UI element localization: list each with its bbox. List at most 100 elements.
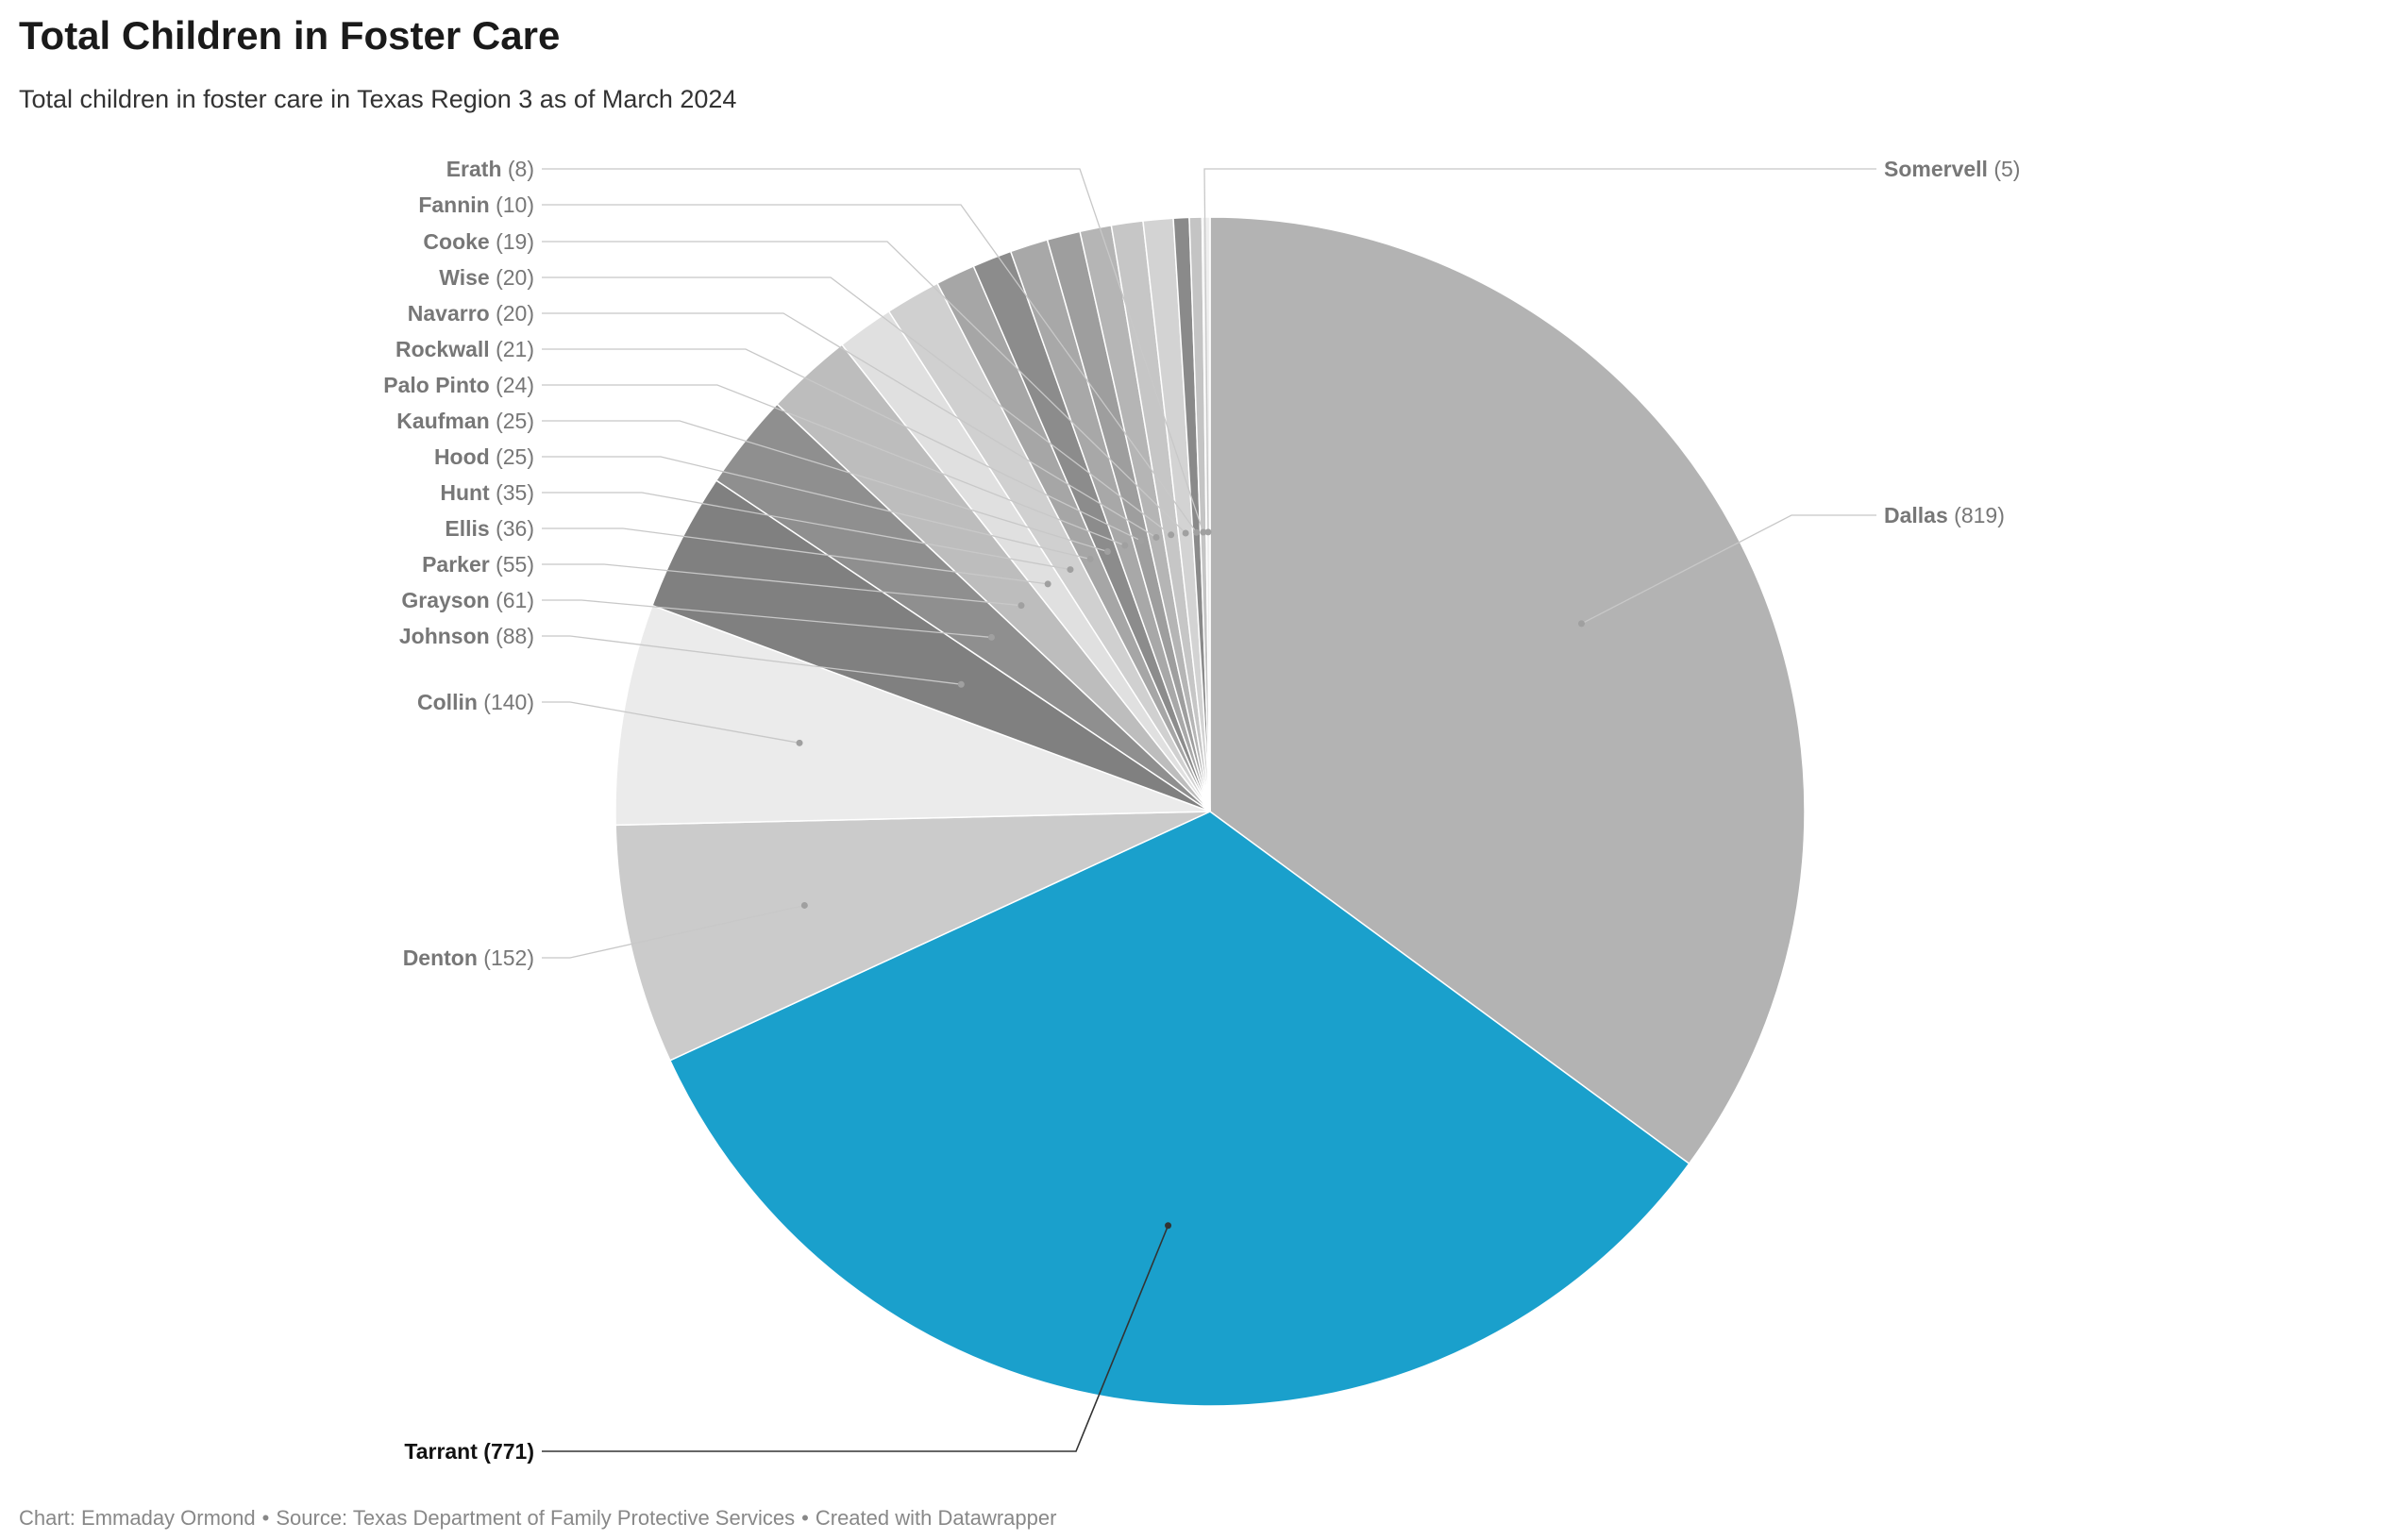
slice-label-palo-pinto: Palo Pinto (24) [383, 373, 534, 397]
slice-label-johnson: Johnson (88) [399, 624, 534, 648]
slice-label-value: (61) [490, 588, 534, 612]
slice-label-erath: Erath (8) [446, 157, 534, 181]
leader-dot-denton [800, 901, 808, 909]
leader-line-wise [542, 276, 1172, 536]
slice-label-value: (55) [490, 552, 534, 577]
leader-dot-hood [1086, 555, 1094, 562]
leader-dot-rockwall [1137, 537, 1145, 544]
chart-title: Total Children in Foster Care [19, 13, 561, 58]
leader-line-navarro [542, 312, 1157, 539]
slice-label-value: (771) [478, 1439, 534, 1464]
leader-dot-ellis [1044, 580, 1051, 588]
slice-label-value: (35) [490, 480, 534, 505]
leader-line-erath [542, 168, 1204, 533]
slice-label-grayson: Grayson (61) [401, 588, 534, 612]
leader-line-denton [542, 904, 805, 959]
pie-slice-tarrant [668, 811, 1690, 1407]
slice-label-value: (8) [502, 157, 535, 181]
slice-label-name: Collin [417, 690, 478, 714]
footer-source: Source: Texas Department of Family Prote… [276, 1506, 796, 1530]
pie-slice-dallas [1209, 216, 1806, 1165]
slice-label-name: Rockwall [395, 337, 490, 361]
leader-line-ellis [542, 527, 1049, 585]
leader-line-cooke [542, 241, 1186, 534]
leader-dot-parker [1018, 602, 1025, 610]
leader-line-tarrant [542, 1225, 1169, 1452]
footer-created-with: Created with Datawrapper [815, 1506, 1057, 1530]
leader-dot-dallas [1577, 620, 1585, 628]
slice-label-name: Dallas [1884, 503, 1948, 527]
slice-label-value: (19) [490, 229, 534, 254]
slice-label-name: Fannin [418, 192, 489, 217]
slice-label-name: Grayson [401, 588, 489, 612]
slices-layer [614, 216, 1806, 1407]
slice-label-name: Palo Pinto [383, 373, 489, 397]
slice-label-kaufman: Kaufman (25) [396, 409, 534, 433]
leader-line-rockwall [542, 348, 1142, 542]
slice-label-parker: Parker (55) [422, 552, 534, 577]
footer-separator: • [801, 1506, 809, 1530]
labels-layer: Dallas (819) Tarrant (771) Denton (152) Col… [383, 157, 2020, 1464]
slice-label-value: (140) [478, 690, 534, 714]
pie-slice-denton [614, 811, 1211, 1062]
slice-label-value: (25) [490, 444, 534, 469]
leader-line-hunt [542, 492, 1071, 571]
slice-label-name: Kaufman [396, 409, 489, 433]
slice-label-name: Johnson [399, 624, 490, 648]
slice-label-hood: Hood (25) [434, 444, 534, 469]
slice-label-ellis: Ellis (36) [445, 516, 534, 541]
slice-label-name: Ellis [445, 516, 489, 541]
leader-dot-fannin [1193, 528, 1201, 536]
leader-dot-collin [796, 739, 803, 746]
leader-dot-kaufman [1103, 548, 1111, 556]
slice-label-somervell: Somervell (5) [1884, 157, 2020, 181]
slice-label-name: Denton [403, 946, 478, 970]
leader-dot-hunt [1067, 566, 1074, 574]
footer-separator: • [261, 1506, 270, 1530]
slice-label-name: Hood [434, 444, 490, 469]
leader-dot-wise [1168, 531, 1175, 539]
leader-dot-tarrant [1165, 1222, 1172, 1230]
leader-line-kaufman [542, 420, 1108, 553]
slice-label-fannin: Fannin (10) [418, 192, 534, 217]
slice-label-name: Parker [422, 552, 490, 577]
slice-label-collin: Collin (140) [417, 690, 534, 714]
slice-label-value: (20) [490, 301, 534, 326]
leader-line-somervell [1203, 168, 1876, 532]
slice-label-name: Tarrant [404, 1439, 478, 1464]
pie-slice-somervell [1201, 216, 1211, 812]
leader-dot-somervell [1204, 528, 1212, 536]
leader-dot-palo-pinto [1121, 542, 1129, 549]
slice-label-cooke: Cooke (19) [423, 229, 534, 254]
slice-label-value: (25) [490, 409, 534, 433]
slice-label-rockwall: Rockwall (21) [395, 337, 534, 361]
slice-label-value: (10) [490, 192, 534, 217]
leader-line-collin [542, 701, 800, 744]
slice-label-denton: Denton (152) [403, 946, 534, 970]
slice-label-wise: Wise (20) [439, 265, 534, 290]
leader-line-johnson [542, 635, 962, 685]
leader-line-dallas [1581, 514, 1876, 625]
slice-label-navarro: Navarro (20) [408, 301, 534, 326]
slice-label-name: Hunt [440, 480, 490, 505]
leader-dot-navarro [1152, 533, 1160, 541]
slice-label-dallas: Dallas (819) [1884, 503, 2005, 527]
slice-label-value: (152) [478, 946, 534, 970]
chart-footer: Chart: Emmaday Ormond • Source: Texas Depa… [19, 1506, 1056, 1531]
slice-label-name: Cooke [423, 229, 489, 254]
slice-label-name: Erath [446, 157, 502, 181]
leader-dot-cooke [1182, 529, 1189, 537]
leader-dot-johnson [957, 680, 965, 688]
leader-line-hood [542, 456, 1091, 561]
leader-line-palo-pinto [542, 384, 1126, 546]
leader-lines-layer [542, 168, 1876, 1452]
slice-label-value: (88) [490, 624, 534, 648]
leader-dot-erath [1200, 528, 1207, 536]
footer-chart-credit: Chart: Emmaday Ormond [19, 1506, 256, 1530]
slice-label-tarrant: Tarrant (771) [404, 1439, 534, 1464]
slice-label-value: (36) [490, 516, 534, 541]
slice-label-value: (5) [1988, 157, 2021, 181]
slice-label-hunt: Hunt (35) [440, 480, 534, 505]
slice-label-value: (21) [490, 337, 534, 361]
